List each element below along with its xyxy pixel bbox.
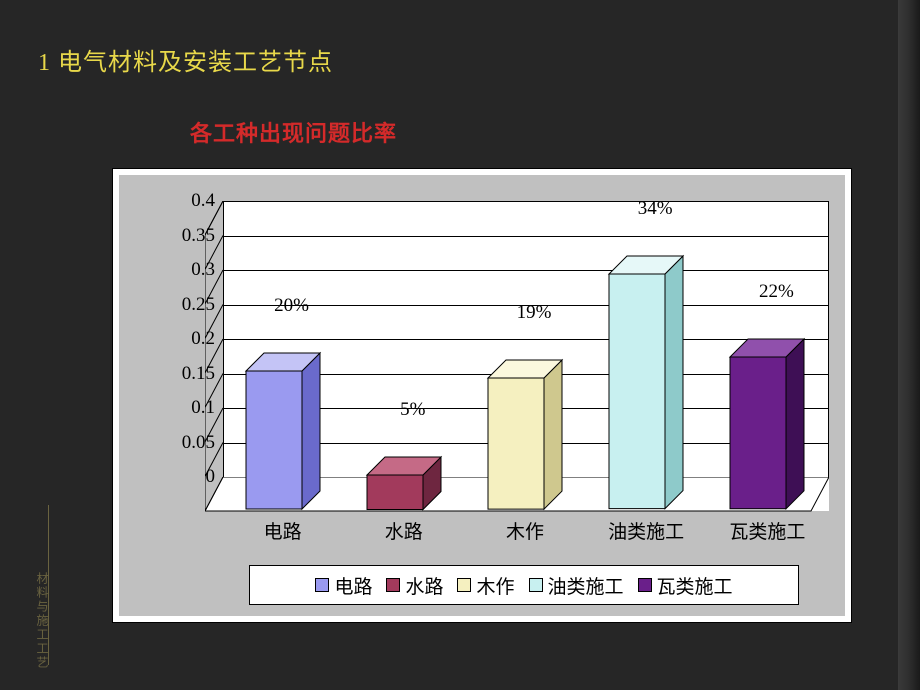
bar-value-label: 20% (274, 295, 309, 317)
legend-label: 木作 (476, 572, 514, 599)
x-tick-label: 木作 (506, 517, 544, 544)
bar-value-label: 5% (400, 399, 425, 421)
chart-frame: 00.050.10.150.20.250.30.350.4 (112, 168, 852, 623)
legend-label: 电路 (334, 572, 372, 599)
chart-background: 00.050.10.150.20.250.30.350.4 (119, 175, 845, 616)
plot-left-wall (205, 201, 224, 517)
bar (367, 443, 441, 512)
legend-label: 油类施工 (548, 572, 624, 599)
side-vertical-label: 材料与施工工艺 (34, 572, 51, 670)
x-tick-label: 水路 (385, 517, 423, 544)
bar (730, 325, 804, 511)
legend-label: 瓦类施工 (657, 572, 733, 599)
bar (488, 346, 562, 511)
legend-item: 电路 (315, 572, 372, 599)
bar-value-label: 19% (517, 302, 552, 324)
legend-swatch (315, 578, 329, 592)
legend-item: 瓦类施工 (638, 572, 733, 599)
page-title: 1 电气材料及安装工艺节点 (38, 42, 333, 77)
legend-swatch (386, 578, 400, 592)
legend-swatch (457, 578, 471, 592)
bar (609, 242, 683, 511)
legend-item: 木作 (457, 572, 514, 599)
plot-area (223, 201, 829, 511)
legend-item: 水路 (386, 572, 443, 599)
x-tick-label: 电路 (264, 517, 302, 544)
slide-accent-bar (898, 0, 920, 690)
chart-legend: 电路 水路 木作 油类施工 瓦类施工 (249, 565, 799, 605)
bar (246, 339, 320, 511)
legend-swatch (529, 578, 543, 592)
x-tick-label: 瓦类施工 (729, 517, 805, 544)
legend-item: 油类施工 (529, 572, 624, 599)
legend-swatch (638, 578, 652, 592)
bar-value-label: 22% (759, 281, 794, 303)
bar-value-label: 34% (638, 198, 673, 220)
x-tick-label: 油类施工 (608, 517, 684, 544)
legend-label: 水路 (405, 572, 443, 599)
chart-title: 各工种出现问题比率 (190, 116, 397, 148)
